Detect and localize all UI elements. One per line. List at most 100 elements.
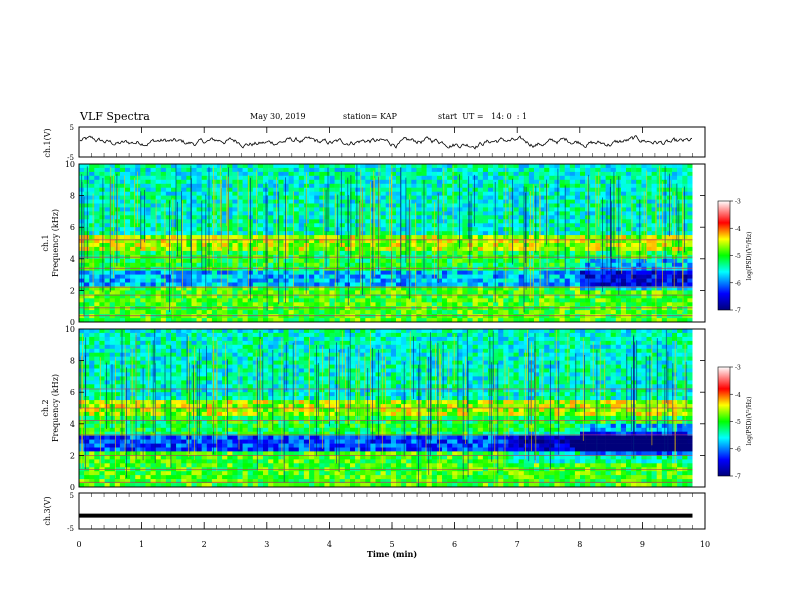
spec-cell xyxy=(165,175,172,181)
spec-cell xyxy=(462,310,468,315)
spec-cell xyxy=(268,215,274,220)
spec-cell xyxy=(508,164,514,169)
spec-cell xyxy=(370,298,376,303)
spec-cell xyxy=(130,223,136,228)
spec-cell xyxy=(615,298,622,303)
spec-cell xyxy=(130,318,136,323)
spec-cell xyxy=(580,179,586,185)
spec-cell xyxy=(651,167,657,173)
spec-cell xyxy=(620,167,627,173)
spec-cell xyxy=(672,227,678,232)
spec-cell xyxy=(590,239,596,244)
spec-cell xyxy=(130,314,136,319)
spec-cell xyxy=(600,274,606,279)
spec-cell xyxy=(324,314,330,319)
spec-cell xyxy=(150,187,156,192)
spec-cell xyxy=(431,318,438,323)
spec-cell xyxy=(135,262,141,268)
spec-cell xyxy=(257,246,264,252)
spec-cell xyxy=(94,258,100,264)
spec-cell xyxy=(94,266,100,271)
spec-cell xyxy=(171,250,177,256)
spec-cell xyxy=(293,318,300,323)
spec-cell xyxy=(165,278,172,283)
spec-cell xyxy=(467,266,473,271)
spec-cell xyxy=(544,298,550,303)
spec-cell xyxy=(436,243,443,248)
spec-cell xyxy=(620,199,627,204)
spec-cell xyxy=(482,191,489,196)
spec-cell xyxy=(206,262,213,268)
spec-cell xyxy=(661,294,668,299)
spec-cell xyxy=(477,223,484,228)
spec-cell xyxy=(339,262,346,268)
freq-tick-label: 4 xyxy=(70,255,75,264)
spec-cell xyxy=(482,183,489,189)
spec-cell xyxy=(539,298,545,303)
spec-cell xyxy=(211,262,218,268)
spec-cell xyxy=(513,219,519,224)
spec-cell xyxy=(186,231,192,236)
spec-cell xyxy=(319,211,325,216)
spec-cell xyxy=(114,302,121,307)
spec-cell xyxy=(130,235,136,240)
spec-cell xyxy=(554,294,560,299)
spec-cell xyxy=(160,223,167,228)
spec-cell xyxy=(252,183,259,189)
spec-cell xyxy=(365,175,371,181)
spec-cell xyxy=(442,298,448,303)
spec-cell xyxy=(206,191,213,196)
spec-cell xyxy=(109,239,116,244)
spec-cell xyxy=(181,270,187,275)
spec-cell xyxy=(227,239,233,244)
spec-cell xyxy=(493,191,499,196)
spec-cell xyxy=(477,183,484,189)
spec-cell xyxy=(257,207,264,212)
spec-cell xyxy=(672,302,678,307)
spec-cell xyxy=(620,219,627,224)
spec-cell xyxy=(232,187,238,192)
spec-cell xyxy=(119,227,126,232)
spec-cell xyxy=(590,314,596,319)
spec-cell xyxy=(559,215,565,220)
spec-cell xyxy=(534,175,540,181)
spec-cell xyxy=(641,298,647,303)
spec-cell xyxy=(569,310,576,315)
spec-cell xyxy=(549,179,555,185)
spec-cell xyxy=(176,211,182,216)
spec-cell xyxy=(457,227,463,232)
spec-cell xyxy=(396,211,402,216)
spec-cell xyxy=(114,274,121,279)
spec-cell xyxy=(186,207,192,212)
spec-cell xyxy=(687,207,693,212)
spec-cell xyxy=(672,183,678,189)
spec-cell xyxy=(125,223,131,228)
spec-cell xyxy=(237,175,243,181)
spec-cell xyxy=(406,183,412,189)
spec-cell xyxy=(661,314,668,319)
spec-cell xyxy=(564,243,571,248)
spec-cell xyxy=(528,195,535,200)
spec-cell xyxy=(539,211,545,216)
spec-cell xyxy=(191,290,197,295)
spec-cell xyxy=(125,329,131,334)
spec-cell xyxy=(595,179,601,185)
spec-cell xyxy=(396,314,402,319)
spec-cell xyxy=(549,235,555,240)
spec-cell xyxy=(631,243,637,248)
spec-cell xyxy=(242,282,248,287)
spec-cell xyxy=(600,215,606,220)
spec-cell xyxy=(288,203,294,208)
spec-cell xyxy=(135,298,141,303)
spec-cell xyxy=(564,310,571,315)
spec-cell xyxy=(661,195,668,200)
spec-cell xyxy=(257,306,264,311)
spec-cell xyxy=(426,183,432,189)
spec-cell xyxy=(457,314,463,319)
spec-cell xyxy=(677,175,683,181)
spec-cell xyxy=(620,171,627,177)
spec-cell xyxy=(119,314,126,319)
spec-cell xyxy=(344,231,351,236)
spec-cell xyxy=(600,250,606,256)
